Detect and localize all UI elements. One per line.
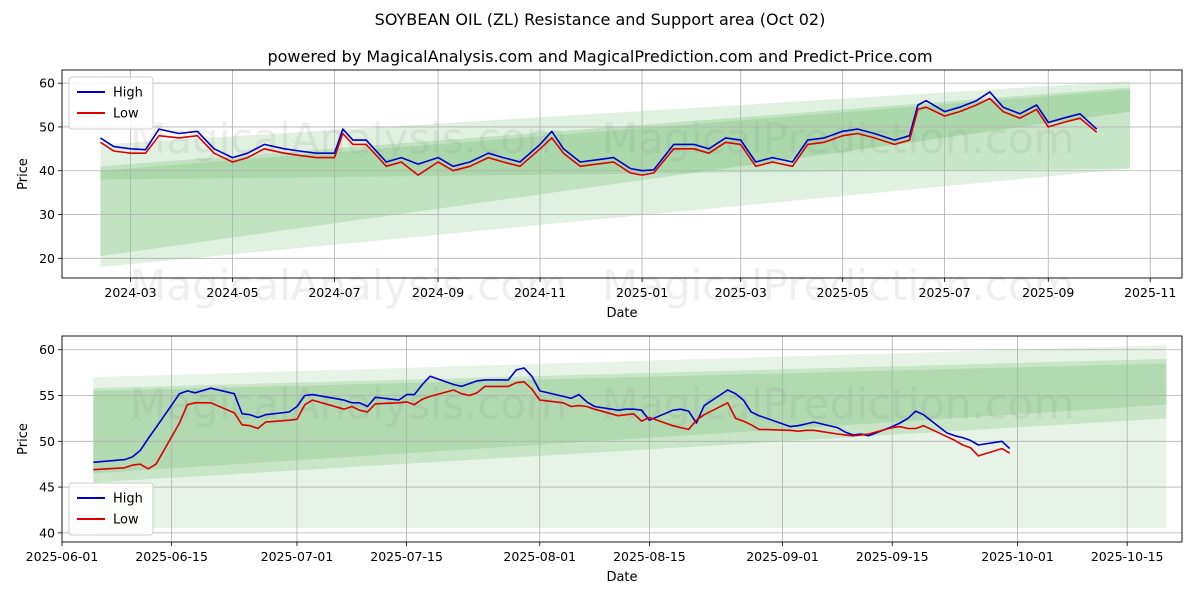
- y-tick-label: 60: [39, 76, 55, 91]
- x-tick-label: 2024-03: [104, 285, 156, 300]
- legend-box: [68, 482, 154, 536]
- x-axis-label: Date: [606, 306, 637, 321]
- watermark-text: MagicalPrediction.com: [602, 261, 1075, 310]
- x-tick-label: 2025-10-01: [981, 549, 1054, 564]
- x-tick-label: 2025-07-01: [261, 549, 334, 564]
- plot-area: MagicalAnalysis.com MagicalPrediction.com: [62, 336, 1182, 542]
- watermark-text: MagicalPrediction.com: [602, 379, 1075, 428]
- y-tick-label: 20: [39, 251, 55, 266]
- x-tick-label: 2024-11: [514, 285, 566, 300]
- support-resistance-band-1: [100, 80, 1131, 268]
- x-axis-label: Date: [606, 570, 637, 585]
- y-tick-label: 50: [39, 119, 55, 134]
- support-resistance-band-3: [93, 363, 1167, 474]
- y-axis-label: Price: [16, 423, 31, 455]
- x-tick-label: 2025-08-15: [613, 549, 686, 564]
- x-tick-label: 2025-11: [1124, 285, 1176, 300]
- x-tick-label: 2025-10-15: [1091, 549, 1164, 564]
- series-line-high: [99, 91, 1098, 172]
- x-tick-label: 2024-05: [206, 285, 258, 300]
- legend-label-low: Low: [113, 513, 139, 528]
- y-tick-label: 30: [39, 207, 55, 222]
- support-resistance-band-1: [93, 345, 1167, 529]
- watermark-text: MagicalAnalysis.com: [130, 379, 567, 428]
- x-tick-label: 2025-01: [616, 285, 668, 300]
- support-resistance-band-2: [93, 358, 1167, 483]
- series-line-high: [93, 367, 1011, 464]
- chart-subtitle: powered by MagicalAnalysis.com and Magic…: [267, 47, 932, 66]
- y-tick-label: 40: [39, 163, 55, 178]
- x-tick-label: 2025-06-15: [135, 549, 208, 564]
- y-tick-label: 50: [39, 434, 55, 449]
- support-resistance-band-2: [100, 87, 1131, 257]
- y-tick-label: 40: [39, 525, 55, 540]
- y-tick-label: 60: [39, 342, 55, 357]
- series-line-low: [99, 97, 1098, 176]
- chart-title: SOYBEAN OIL (ZL) Resistance and Support …: [375, 10, 826, 29]
- x-tick-label: 2024-07: [308, 285, 360, 300]
- plot-area: MagicalAnalysis.com MagicalPrediction.com: [62, 70, 1182, 278]
- support-resistance-band-3: [100, 89, 1131, 180]
- x-tick-label: 2024-09: [412, 285, 464, 300]
- x-tick-label: 2025-07-15: [370, 549, 443, 564]
- legend-box: [68, 76, 154, 130]
- y-tick-label: 55: [39, 388, 55, 403]
- x-tick-label: 2025-09: [1022, 285, 1074, 300]
- x-tick-label: 2025-08-01: [503, 549, 576, 564]
- bottom-panel: MagicalAnalysis.com MagicalPrediction.com…: [16, 335, 1183, 585]
- y-tick-label: 45: [39, 480, 55, 495]
- x-tick-label: 2025-07: [919, 285, 971, 300]
- legend-label-low: Low: [113, 107, 139, 122]
- watermark-text: MagicalAnalysis.com: [130, 261, 567, 310]
- x-tick-label: 2025-09-15: [856, 549, 929, 564]
- legend-label-high: High: [113, 492, 143, 507]
- x-tick-label: 2025-05: [817, 285, 869, 300]
- x-tick-label: 2025-06-01: [26, 549, 99, 564]
- y-axis-label: Price: [16, 158, 31, 190]
- x-tick-label: 2025-09-01: [746, 549, 819, 564]
- series-line-low: [93, 380, 1011, 471]
- top-panel: MagicalAnalysis.com MagicalPrediction.com…: [16, 69, 1183, 321]
- axes-frame: [61, 335, 1183, 543]
- x-tick-label: 2025-03: [715, 285, 767, 300]
- axes-frame: [61, 69, 1183, 279]
- legend-label-high: High: [113, 86, 143, 101]
- watermark-text: MagicalPrediction.com: [602, 114, 1075, 163]
